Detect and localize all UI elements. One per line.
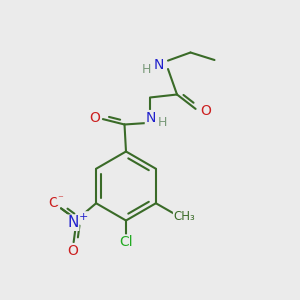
Text: O: O xyxy=(200,104,211,118)
Text: N: N xyxy=(146,111,156,124)
Text: Cl: Cl xyxy=(119,235,133,249)
Text: O: O xyxy=(48,196,59,210)
Text: O: O xyxy=(67,244,78,258)
Text: H: H xyxy=(157,116,167,130)
Text: H: H xyxy=(142,63,151,76)
Text: O: O xyxy=(89,111,100,124)
Text: N: N xyxy=(154,58,164,72)
Text: N: N xyxy=(67,215,79,230)
Text: +: + xyxy=(79,212,88,222)
Text: ⁻: ⁻ xyxy=(57,194,63,204)
Text: CH₃: CH₃ xyxy=(173,210,195,223)
